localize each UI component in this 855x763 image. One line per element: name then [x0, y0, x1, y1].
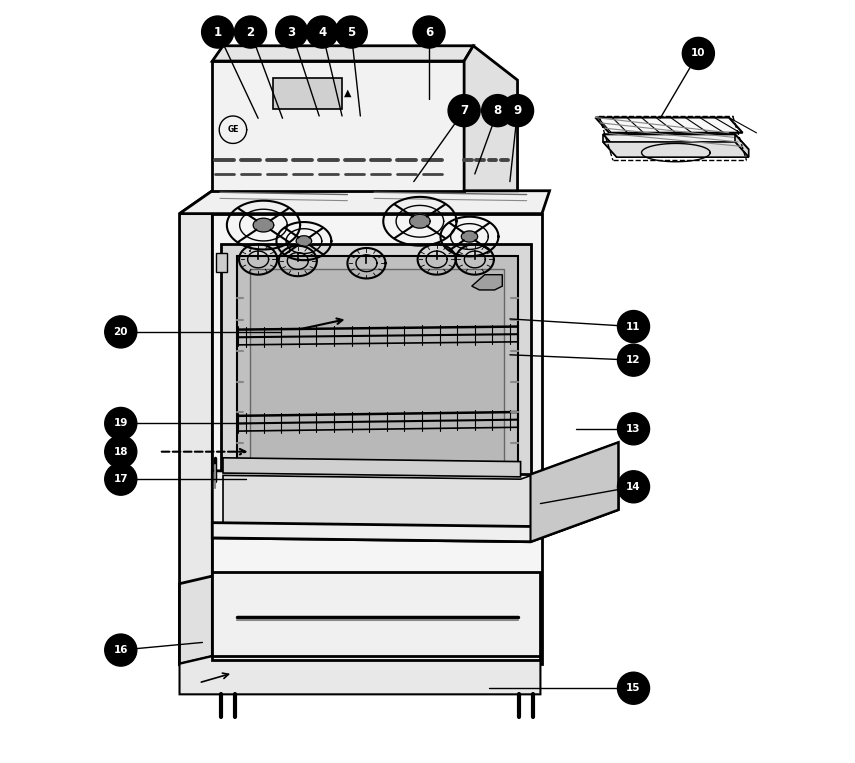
Polygon shape	[464, 46, 517, 191]
Text: 9: 9	[513, 104, 522, 118]
Polygon shape	[410, 214, 430, 228]
Polygon shape	[603, 134, 616, 157]
Polygon shape	[253, 218, 274, 232]
Text: 16: 16	[114, 645, 128, 655]
Polygon shape	[212, 572, 540, 660]
Circle shape	[617, 672, 650, 704]
Polygon shape	[223, 458, 521, 477]
Polygon shape	[212, 61, 464, 191]
Circle shape	[617, 413, 650, 445]
Text: 18: 18	[114, 446, 128, 457]
Polygon shape	[735, 134, 749, 157]
Circle shape	[234, 16, 267, 48]
Circle shape	[413, 16, 445, 48]
Polygon shape	[237, 256, 517, 519]
Circle shape	[617, 471, 650, 503]
Polygon shape	[595, 118, 743, 133]
Text: 5: 5	[347, 25, 356, 39]
Text: 17: 17	[114, 474, 128, 485]
Text: 11: 11	[626, 321, 640, 332]
FancyBboxPatch shape	[216, 253, 227, 272]
Text: 10: 10	[691, 48, 705, 59]
Polygon shape	[180, 576, 212, 664]
Circle shape	[105, 634, 137, 666]
Polygon shape	[212, 494, 618, 542]
Polygon shape	[180, 191, 212, 664]
Circle shape	[617, 311, 650, 343]
Text: 19: 19	[114, 418, 128, 429]
Circle shape	[105, 436, 137, 468]
Polygon shape	[212, 46, 474, 61]
Polygon shape	[530, 443, 618, 542]
Circle shape	[275, 16, 308, 48]
Polygon shape	[251, 269, 504, 507]
Text: 14: 14	[626, 481, 641, 492]
Text: 2: 2	[246, 25, 255, 39]
Circle shape	[335, 16, 368, 48]
Text: 3: 3	[287, 25, 296, 39]
Polygon shape	[603, 142, 749, 157]
Text: 4: 4	[318, 25, 327, 39]
Text: •: •	[249, 249, 252, 255]
Polygon shape	[212, 443, 618, 542]
Polygon shape	[180, 191, 550, 214]
FancyBboxPatch shape	[273, 78, 342, 109]
Circle shape	[448, 95, 481, 127]
Polygon shape	[462, 231, 478, 242]
Text: 20: 20	[114, 327, 128, 337]
Circle shape	[502, 95, 534, 127]
Text: 1: 1	[214, 25, 221, 39]
Polygon shape	[212, 214, 542, 664]
Polygon shape	[603, 134, 749, 150]
Circle shape	[105, 316, 137, 348]
Circle shape	[105, 463, 137, 495]
Polygon shape	[221, 244, 530, 530]
Text: 7: 7	[460, 104, 469, 118]
Text: •: •	[286, 250, 291, 256]
Text: 12: 12	[626, 355, 640, 365]
Circle shape	[105, 407, 137, 439]
Text: 6: 6	[425, 25, 433, 39]
Polygon shape	[180, 656, 540, 694]
Text: 15: 15	[626, 683, 640, 694]
Polygon shape	[223, 449, 607, 537]
Polygon shape	[296, 236, 311, 246]
Circle shape	[306, 16, 339, 48]
Text: 8: 8	[493, 104, 502, 118]
Text: ▲: ▲	[344, 88, 351, 98]
Circle shape	[617, 344, 650, 376]
Polygon shape	[472, 275, 502, 290]
Text: GE: GE	[227, 125, 239, 134]
Circle shape	[202, 16, 233, 48]
Circle shape	[682, 37, 715, 69]
Text: 13: 13	[626, 423, 640, 434]
Circle shape	[481, 95, 514, 127]
